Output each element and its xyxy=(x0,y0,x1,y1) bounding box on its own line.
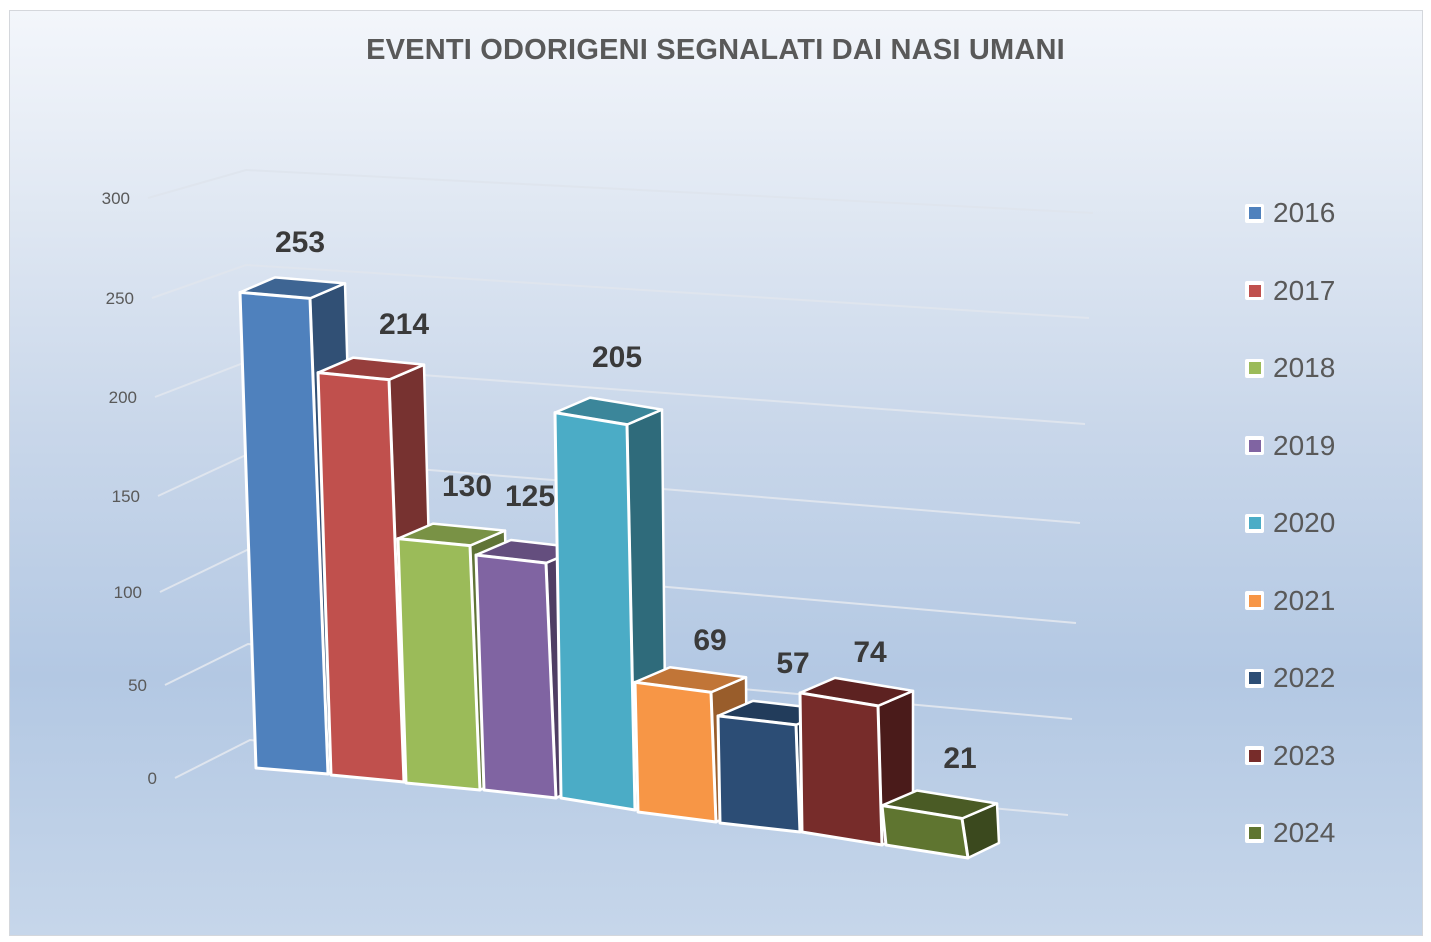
legend-swatch-icon xyxy=(1245,823,1264,843)
legend-color-square-icon xyxy=(1248,672,1261,684)
legend-color-square-icon xyxy=(1248,207,1261,219)
gridline xyxy=(164,642,1073,720)
legend-label: 2016 xyxy=(1273,197,1336,228)
data-label-2019: 125 xyxy=(505,480,555,513)
gridline xyxy=(159,548,1077,624)
y-tick-label: 250 xyxy=(106,289,134,308)
legend-item-2022: 2022 xyxy=(1245,661,1335,695)
legend-color-square-icon xyxy=(1248,827,1261,839)
data-label-2017: 214 xyxy=(379,308,429,341)
data-label-2023: 74 xyxy=(853,636,887,669)
legend-item-2016: 2016 xyxy=(1245,196,1335,230)
legend-swatch-icon xyxy=(1245,436,1264,455)
legend-item-2021: 2021 xyxy=(1245,584,1335,618)
bar-front-face xyxy=(633,680,718,824)
data-label-2024: 21 xyxy=(943,742,976,775)
legend-label: 2024 xyxy=(1273,817,1336,848)
legend-swatch-icon xyxy=(1245,203,1264,223)
legend-color-square-icon xyxy=(1248,439,1261,452)
legend-color-square-icon xyxy=(1248,749,1261,762)
y-tick-label: 100 xyxy=(114,583,142,602)
legend-item-2018: 2018 xyxy=(1245,351,1335,385)
bar-front-face xyxy=(238,290,330,776)
legend-color-square-icon xyxy=(1248,284,1261,297)
legend-item-2023: 2023 xyxy=(1245,739,1335,773)
legend-swatch-icon xyxy=(1245,513,1264,533)
bars xyxy=(238,276,1001,860)
legend-color-square-icon xyxy=(1248,362,1261,374)
bar-front-face xyxy=(716,714,802,834)
legend-label: 2020 xyxy=(1273,507,1336,538)
legend-color-square-icon xyxy=(1248,517,1261,529)
legend-swatch-icon xyxy=(1245,281,1264,300)
legend-color-square-icon xyxy=(1248,594,1261,607)
legend-label: 2019 xyxy=(1273,429,1336,461)
data-label-2022: 57 xyxy=(776,647,809,680)
y-tick-label: 150 xyxy=(112,487,140,506)
bar-front-face xyxy=(396,537,482,792)
gridline xyxy=(147,168,1094,214)
legend-label: 2022 xyxy=(1273,662,1336,693)
y-tick-label: 300 xyxy=(102,189,130,208)
bar-front-face xyxy=(553,411,637,812)
legend-label: 2017 xyxy=(1273,274,1336,306)
data-label-2018: 130 xyxy=(442,470,492,503)
legend-item-2019: 2019 xyxy=(1245,429,1335,463)
legend-swatch-icon xyxy=(1245,591,1264,610)
legend-label: 2018 xyxy=(1273,352,1336,383)
legend-item-2024: 2024 xyxy=(1245,816,1335,850)
bar-2024 xyxy=(880,789,1001,860)
legend-swatch-icon xyxy=(1245,668,1264,688)
y-axis-ticks: 0 50 100 150 200 250 300 xyxy=(102,189,157,788)
bar-front-face xyxy=(474,553,558,800)
bar-front-face xyxy=(880,804,970,860)
legend-label: 2023 xyxy=(1273,739,1336,771)
data-label-2016: 253 xyxy=(275,226,325,259)
y-tick-label: 50 xyxy=(128,676,147,695)
legend-swatch-icon xyxy=(1245,358,1264,378)
data-label-2021: 69 xyxy=(693,624,726,657)
y-tick-label: 200 xyxy=(109,388,137,407)
gridlines xyxy=(147,168,1094,816)
legend-item-2020: 2020 xyxy=(1245,506,1335,540)
data-label-2020: 205 xyxy=(592,341,642,374)
chart-title: EVENTI ODORIGENI SEGNALATI DAI NASI UMAN… xyxy=(366,34,1065,66)
legend-item-2017: 2017 xyxy=(1245,274,1335,308)
y-tick-label: 0 xyxy=(148,769,157,788)
gridline xyxy=(151,263,1090,319)
legend-label: 2021 xyxy=(1273,584,1336,616)
bar-front-face xyxy=(798,691,884,847)
data-labels: 253 214 130 125 205 69 57 74 21 xyxy=(275,226,977,775)
legend-swatch-icon xyxy=(1245,746,1264,765)
bar-front-face xyxy=(316,371,406,784)
